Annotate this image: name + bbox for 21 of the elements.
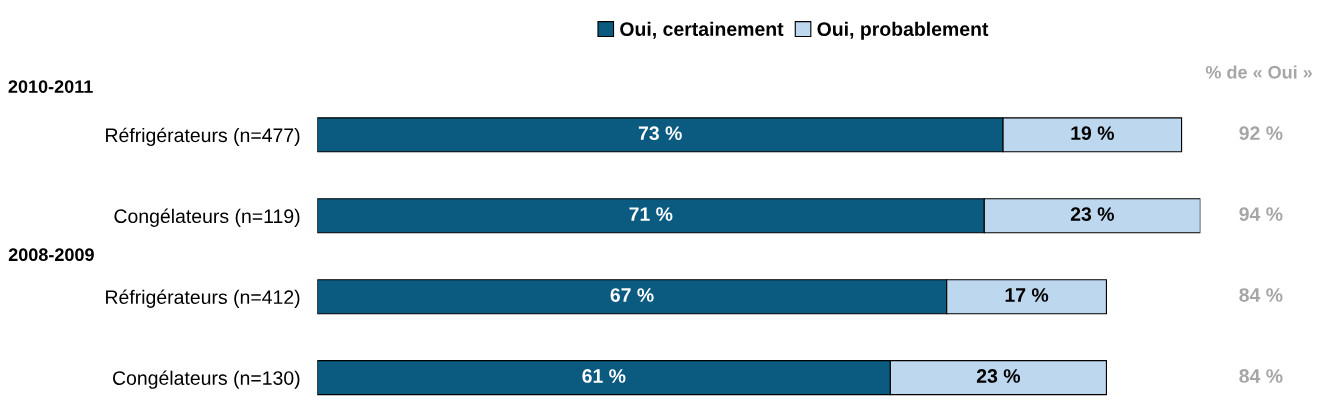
- legend-label: Oui, probablement: [817, 21, 989, 40]
- data-label: 19 %: [1071, 126, 1114, 141]
- text: 84 %: [1239, 369, 1283, 383]
- text: 2008-2009: [8, 248, 94, 262]
- data-label: 17 %: [1005, 288, 1049, 302]
- y-tick-label: Réfrigérateurs (n=412): [106, 289, 300, 308]
- data-label: 71 %: [629, 207, 673, 221]
- data-label: 23 %: [1070, 207, 1114, 221]
- y-tick-label: Congélateurs (n=130): [112, 370, 300, 389]
- text: % de « Oui »: [1205, 65, 1312, 79]
- y-tick-label: Réfrigérateurs (n=477): [106, 127, 300, 147]
- text: 94 %: [1239, 207, 1283, 221]
- data-label: 73 %: [638, 126, 682, 141]
- data-label: 67 %: [610, 288, 654, 302]
- text: 92 %: [1239, 126, 1283, 141]
- data-label: 61 %: [582, 369, 626, 383]
- data-label: 23 %: [976, 369, 1021, 383]
- legend-label: Oui, certainement: [620, 21, 784, 39]
- y-tick-label: Congélateurs (n=119): [114, 208, 300, 227]
- text: 2010-2011: [8, 80, 93, 93]
- text: 84 %: [1239, 288, 1283, 302]
